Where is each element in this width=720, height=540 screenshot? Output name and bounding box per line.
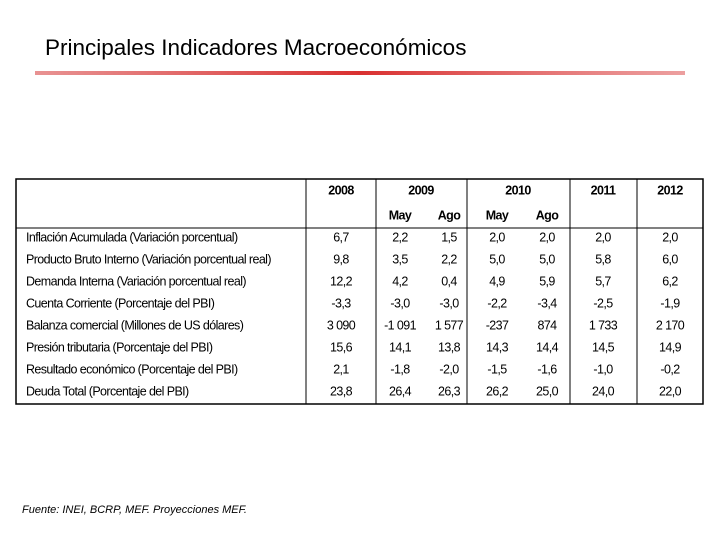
cell-value: -2,5 [593,296,613,310]
cell-value: 14,1 [389,340,412,354]
cell-value: -3,3 [331,296,351,310]
cell-value: -1 091 [384,318,416,332]
cell-value: 5,8 [595,252,611,266]
month-header: May [486,208,509,222]
cell-value: 5,9 [539,274,555,288]
cell-value: 6,2 [662,274,678,288]
row-label: Demanda Interna (Variación porcentual re… [26,274,246,288]
cell-value: 2,0 [489,230,505,244]
cell-value: 26,3 [438,384,461,398]
cell-value: 5,0 [489,252,505,266]
title: Principales Indicadores Macroeconómicos [45,35,466,60]
cell-value: 23,8 [330,384,353,398]
cell-value: -3,4 [537,296,557,310]
cell-value: 26,2 [486,384,509,398]
cell-value: 1 577 [435,318,464,332]
cell-value: 2,2 [392,230,408,244]
cell-value: -1,0 [593,362,613,376]
title-rule [35,71,685,75]
cell-value: 3 090 [327,318,356,332]
cell-value: 2,1 [333,362,349,376]
cell-value: -0,2 [660,362,680,376]
cell-value: -1,6 [537,362,557,376]
cell-value: 2,0 [539,230,555,244]
cell-value: 0,4 [441,274,457,288]
row-label: Presión tributaria (Porcentaje del PBI) [26,340,213,354]
cell-value: -1,5 [487,362,507,376]
year-header: 2010 [505,183,531,197]
footnote: Fuente: INEI, BCRP, MEF. Proyecciones ME… [22,504,247,516]
cell-value: -2,2 [487,296,507,310]
cell-value: 14,5 [592,340,615,354]
cell-value: -3,0 [439,296,459,310]
cell-value: 26,4 [389,384,412,398]
year-header: 2012 [657,183,683,197]
table [15,178,704,405]
cell-value: 24,0 [592,384,615,398]
cell-value: 5,0 [539,252,555,266]
row-label: Balanza comercial (Millones de US dólare… [26,318,244,332]
row-label: Resultado económico (Porcentaje del PBI) [26,362,238,376]
table-border [15,178,704,405]
year-header: 2011 [591,183,616,197]
cell-value: 3,5 [392,252,408,266]
cell-value: 14,9 [659,340,682,354]
cell-value: 874 [537,318,557,332]
cell-value: 6,0 [662,252,678,266]
cell-value: 15,6 [330,340,353,354]
cell-value: 12,2 [330,274,353,288]
row-label: Cuenta Corriente (Porcentaje del PBI) [26,296,215,310]
cell-value: 2 170 [656,318,685,332]
cell-value: 6,7 [333,230,349,244]
month-header: May [389,208,412,222]
cell-value: -237 [486,318,509,332]
year-header: 2009 [408,183,434,197]
cell-value: 13,8 [438,340,461,354]
cell-value: 14,3 [486,340,509,354]
cell-value: 25,0 [536,384,559,398]
cell-value: 2,0 [662,230,678,244]
cell-value: -2,0 [439,362,459,376]
cell-value: 9,8 [333,252,349,266]
row-label: Producto Bruto Interno (Variación porcen… [26,252,271,266]
cell-value: -1,9 [660,296,680,310]
cell-value: 1 733 [589,318,618,332]
cell-value: -1,8 [390,362,410,376]
month-header: Ago [438,208,461,222]
row-label: Deuda Total (Porcentaje del PBI) [26,384,189,398]
cell-value: 1,5 [441,230,457,244]
cell-value: 4,9 [489,274,505,288]
cell-value: 14,4 [536,340,559,354]
year-header: 2008 [328,183,354,197]
month-header: Ago [536,208,559,222]
cell-value: 22,0 [659,384,682,398]
cell-value: 4,2 [392,274,408,288]
cell-value: 2,0 [595,230,611,244]
row-label: Inflación Acumulada (Variación porcentua… [26,230,238,244]
cell-value: 2,2 [441,252,457,266]
cell-value: -3,0 [390,296,410,310]
cell-value: 5,7 [595,274,611,288]
